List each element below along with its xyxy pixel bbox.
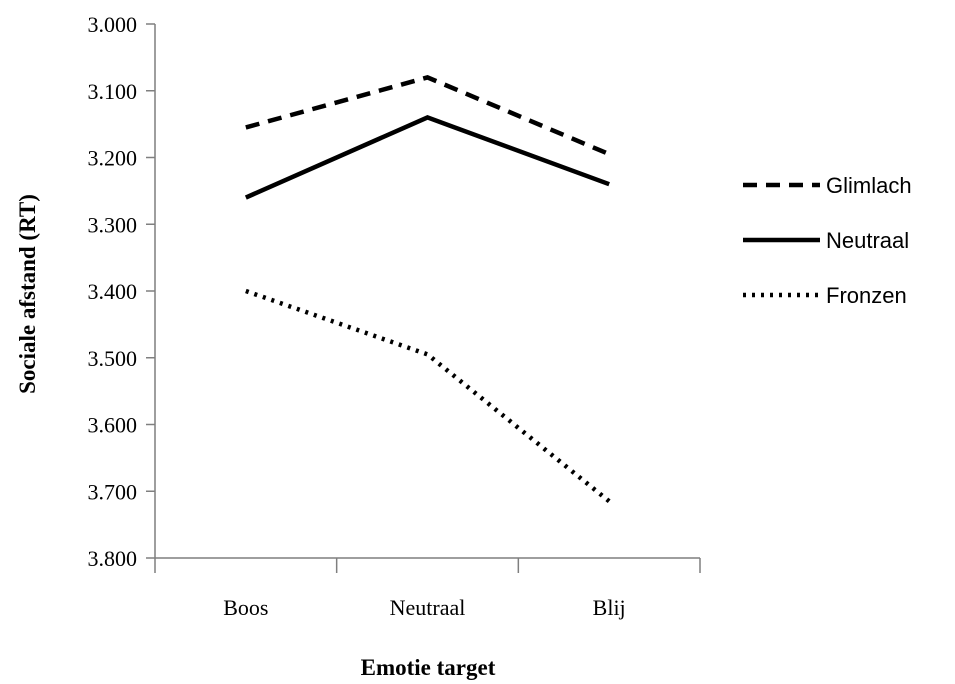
y-axis-title: Sociale afstand (RT) [15,194,40,394]
y-tick-label: 3.400 [88,279,138,304]
y-axis: 3.000 3.100 3.200 3.300 3.400 3.500 3.600 3.700… [88,12,156,571]
series-group [244,75,611,504]
x-tick-label: Blij [593,595,626,620]
y-tick-label: 3.800 [88,546,138,571]
y-tick-label: 3.600 [88,413,138,438]
legend: Glimlach Neutraal Fronzen [743,173,912,308]
y-tick-label: 3.000 [88,12,138,37]
legend-label-glimlach: Glimlach [826,173,912,198]
y-tick-label: 3.200 [88,146,138,171]
legend-label-fronzen: Fronzen [826,283,907,308]
x-axis: Boos Neutraal Blij [154,557,701,620]
y-tick-label: 3.100 [88,79,138,104]
x-tick-label: Boos [223,595,268,620]
y-tick-label: 3.700 [88,479,138,504]
y-tick-label: 3.300 [88,212,138,237]
series-line-fronzen [245,288,611,504]
series-line-glimlach [245,75,611,157]
y-tick-label: 3.500 [88,346,138,371]
legend-label-neutraal: Neutraal [826,228,909,253]
x-axis-title: Emotie target [361,655,496,680]
x-tick-label: Neutraal [390,595,466,620]
series-line-neutraal [244,115,610,200]
